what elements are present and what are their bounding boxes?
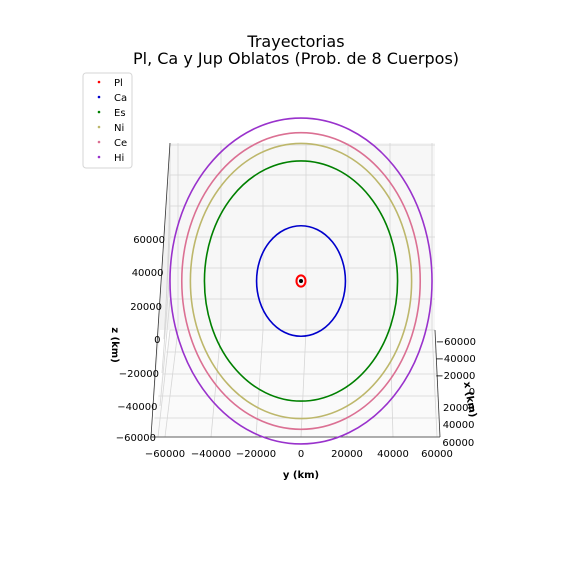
ticks-layer: −60000 −40000 −20000 0 20000 40000 60000 −60000… [116, 235, 476, 460]
legend: Pl Ca Es Ni Ce Hi [82, 72, 133, 169]
x-depth-tick-label: 20000 [443, 403, 475, 414]
grid-line-floor [346, 329, 349, 438]
floor-pane [151, 330, 440, 437]
x-tick-label: 60000 [421, 449, 453, 460]
legend-box [82, 72, 133, 169]
legend-marker-ce [97, 140, 101, 144]
orbit-pl [295, 274, 307, 288]
chart-title-line1: Trayectorias [246, 32, 344, 51]
x-depth-tick-label: −60000 [436, 337, 476, 348]
legend-marker-pl [97, 80, 101, 84]
orbit-ni [189, 142, 413, 420]
z-tick-label: 20000 [130, 302, 162, 313]
z-tick-label: 40000 [132, 268, 164, 279]
legend-marker-es [97, 110, 101, 114]
grid-line-floor [164, 329, 179, 438]
legend-label-ca: Ca [114, 93, 127, 104]
legend-label-ni: Ni [114, 123, 124, 134]
legend-label-es: Es [114, 108, 126, 119]
grid-line-left [161, 267, 171, 374]
x-depth-tick-label: 60000 [442, 438, 474, 449]
legend-marker-hi [97, 155, 101, 159]
back-pane [170, 143, 435, 330]
legend-label-ce: Ce [114, 138, 127, 149]
x-depth-tick-label: −20000 [435, 371, 475, 382]
orbit-ce [180, 131, 422, 431]
legend-label-pl: Pl [114, 78, 123, 89]
z-tick-label: −60000 [116, 433, 156, 444]
right-axis-line [434, 329, 441, 438]
grid-line-left [157, 329, 171, 438]
axes-panes [151, 143, 440, 437]
orbit-hi [169, 117, 433, 445]
x-tick-label: 20000 [331, 449, 363, 460]
x-tick-label: 0 [298, 449, 304, 460]
z-tick-label: 0 [154, 335, 160, 346]
z-tick-label: −40000 [117, 402, 157, 413]
x-depth-tick-label: 40000 [443, 420, 475, 431]
x-tick-label: −20000 [236, 449, 276, 460]
x-axis-label: y (km) [283, 470, 319, 481]
orbits-layer [169, 117, 433, 445]
x-depth-tick-label: 0 [469, 387, 475, 398]
central-body-marker [299, 279, 303, 283]
z-tick-label: −20000 [119, 369, 159, 380]
x-tick-label: 40000 [377, 449, 409, 460]
legend-marker-ca [97, 95, 101, 99]
y-axis-label: z (km) [109, 327, 120, 363]
orbit-ca [255, 224, 347, 338]
grid-line-floor [389, 329, 394, 438]
grid-line-floor [210, 329, 222, 438]
legend-marker-ni [97, 125, 101, 129]
x-depth-tick-label: −40000 [435, 354, 475, 365]
chart-title-line2: Pl, Ca y Jup Oblatos (Prob. de 8 Cuerpos… [133, 49, 459, 68]
legend-label-hi: Hi [114, 153, 124, 164]
left-axis-line [150, 142, 171, 438]
grid-line-floor [431, 329, 438, 438]
z-tick-label: 60000 [133, 235, 165, 246]
x-tick-label: −60000 [145, 449, 185, 460]
x-tick-label: −40000 [191, 449, 231, 460]
grid-line-left [159, 298, 171, 407]
orbit-es [203, 160, 399, 402]
axes-layer [150, 142, 441, 438]
